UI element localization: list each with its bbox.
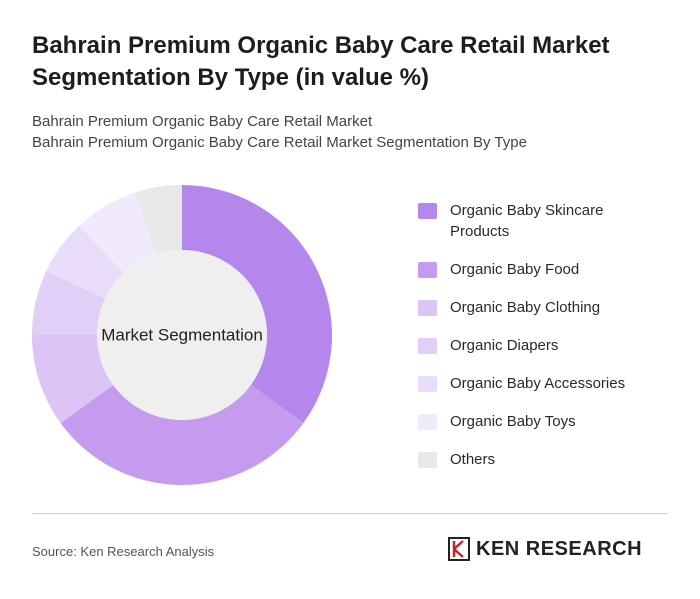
legend-item: Organic Baby Clothing — [418, 297, 678, 318]
legend-label: Organic Baby Toys — [450, 413, 576, 430]
legend-swatch — [418, 262, 437, 278]
logo: KEN RESEARCH — [448, 537, 642, 561]
source-note: Source: Ken Research Analysis — [32, 544, 215, 559]
legend-label: Organic Baby Accessories — [450, 375, 626, 392]
legend-item: Organic Baby Skincare Products — [418, 200, 678, 242]
legend-swatch — [418, 376, 437, 392]
legend-label: Others — [450, 451, 496, 468]
legend-item: Organic Diapers — [418, 335, 678, 356]
divider — [32, 513, 668, 514]
donut-hole — [97, 250, 267, 420]
legend-swatch — [418, 300, 437, 316]
donut-slice — [79, 192, 156, 274]
subtitle: Bahrain Premium Organic Baby Care Retail… — [32, 113, 373, 130]
chart-title: Bahrain Premium Organic Baby Care Retail… — [32, 32, 610, 91]
donut-slice — [46, 225, 124, 299]
legend-label: Organic Baby Skincare Products — [450, 202, 604, 240]
donut-slice — [182, 185, 332, 424]
legend-item: Organic Baby Accessories — [418, 373, 678, 394]
subtitle: Bahrain Premium Organic Baby Care Retail… — [32, 134, 527, 151]
donut-slice — [32, 335, 114, 424]
legend-swatch — [418, 452, 437, 468]
legend-label: Organic Baby Food — [450, 261, 580, 278]
donut-slice — [135, 185, 182, 255]
donut-slice — [32, 271, 106, 335]
legend-swatch — [418, 338, 437, 354]
legend-swatch — [418, 203, 437, 219]
logo-icon — [448, 537, 470, 561]
logo-text: KEN RESEARCH — [476, 537, 643, 560]
legend-item: Others — [418, 449, 678, 470]
donut-slice — [60, 384, 304, 486]
legend-label: Organic Baby Clothing — [450, 299, 601, 316]
legend-item: Organic Baby Food — [418, 259, 678, 280]
legend-label: Organic Diapers — [450, 337, 559, 354]
legend-item: Organic Baby Toys — [418, 411, 678, 432]
legend: Organic Baby Skincare Products Organic Ba… — [418, 200, 678, 487]
center-label: Market Segmentation — [101, 325, 263, 344]
legend-swatch — [418, 414, 437, 430]
donut-chart: Market Segmentation — [32, 185, 332, 486]
